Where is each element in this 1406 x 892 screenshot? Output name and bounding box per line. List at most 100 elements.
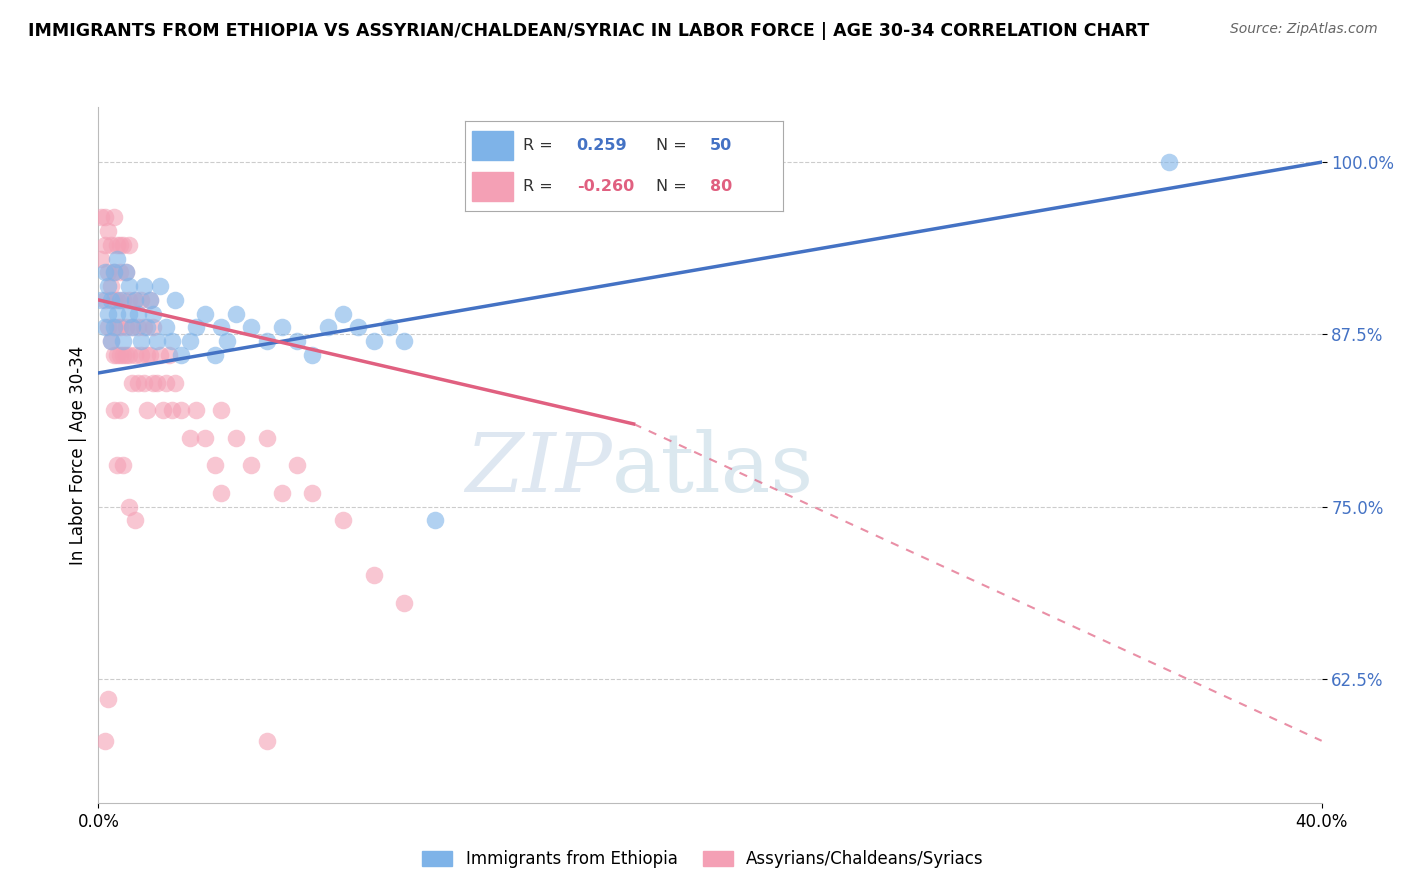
Point	[90, 211, 112, 225]
Point	[240, 458, 263, 473]
Point	[105, 293, 128, 307]
Point	[93, 265, 115, 279]
Point	[118, 293, 141, 307]
Point	[392, 334, 416, 349]
Point	[118, 279, 141, 293]
Point	[186, 403, 208, 417]
Point	[105, 237, 128, 252]
Point	[170, 403, 193, 417]
Point	[93, 733, 115, 747]
Point	[256, 431, 278, 445]
Point	[124, 513, 146, 527]
Point	[392, 596, 416, 610]
Point	[103, 403, 125, 417]
Point	[100, 279, 122, 293]
Point	[179, 334, 201, 349]
Legend: Immigrants from Ethiopia, Assyrians/Chaldeans/Syriacs: Immigrants from Ethiopia, Assyrians/Chal…	[416, 844, 990, 875]
Point	[301, 485, 323, 500]
Point	[240, 320, 263, 334]
Point	[142, 320, 165, 334]
Point	[136, 348, 159, 362]
Point	[142, 307, 165, 321]
Point	[108, 265, 131, 279]
Point	[363, 334, 385, 349]
Point	[103, 348, 125, 362]
Point	[93, 293, 115, 307]
Point	[129, 293, 152, 307]
Point	[111, 237, 134, 252]
Point	[136, 403, 159, 417]
Point	[121, 376, 143, 390]
Point	[170, 348, 193, 362]
Point	[160, 334, 183, 349]
Point	[108, 403, 131, 417]
Point	[111, 293, 134, 307]
Point	[285, 334, 308, 349]
Point	[129, 334, 152, 349]
Point	[115, 265, 138, 279]
Point	[301, 348, 323, 362]
Point	[186, 320, 208, 334]
Point	[93, 211, 115, 225]
Text: IMMIGRANTS FROM ETHIOPIA VS ASSYRIAN/CHALDEAN/SYRIAC IN LABOR FORCE | AGE 30-34 : IMMIGRANTS FROM ETHIOPIA VS ASSYRIAN/CHA…	[28, 22, 1149, 40]
Point	[115, 265, 138, 279]
Point	[134, 279, 156, 293]
Point	[127, 320, 149, 334]
Point	[93, 320, 115, 334]
Point	[129, 348, 152, 362]
Point	[121, 320, 143, 334]
Text: Source: ZipAtlas.com: Source: ZipAtlas.com	[1230, 22, 1378, 37]
Point	[90, 293, 112, 307]
Point	[105, 307, 128, 321]
Point	[97, 279, 120, 293]
Point	[316, 320, 339, 334]
Point	[103, 265, 125, 279]
Point	[160, 403, 183, 417]
Point	[97, 224, 120, 238]
Point	[115, 348, 138, 362]
Point	[105, 458, 128, 473]
Point	[115, 320, 138, 334]
Point	[155, 320, 177, 334]
Point	[97, 692, 120, 706]
Point	[155, 376, 177, 390]
Point	[1157, 155, 1180, 169]
Point	[97, 307, 120, 321]
Point	[118, 237, 141, 252]
Point	[108, 348, 131, 362]
Point	[90, 252, 112, 266]
Point	[256, 334, 278, 349]
Point	[256, 733, 278, 747]
Point	[285, 458, 308, 473]
Point	[149, 348, 172, 362]
Point	[194, 307, 217, 321]
Point	[136, 320, 159, 334]
Point	[100, 293, 122, 307]
Point	[149, 279, 172, 293]
Point	[163, 376, 186, 390]
Point	[118, 500, 141, 514]
Point	[108, 320, 131, 334]
Point	[93, 237, 115, 252]
Text: ZIP: ZIP	[465, 429, 612, 508]
Point	[332, 307, 354, 321]
Point	[225, 307, 247, 321]
Point	[363, 568, 385, 582]
Point	[118, 307, 141, 321]
Point	[215, 334, 238, 349]
Point	[332, 513, 354, 527]
Point	[139, 293, 162, 307]
Point	[103, 293, 125, 307]
Point	[105, 252, 128, 266]
Point	[423, 513, 446, 527]
Point	[100, 237, 122, 252]
Point	[134, 320, 156, 334]
Point	[108, 237, 131, 252]
Point	[100, 334, 122, 349]
Point	[105, 320, 128, 334]
Point	[204, 458, 226, 473]
Point	[139, 293, 162, 307]
Point	[124, 348, 146, 362]
Point	[127, 307, 149, 321]
Point	[270, 485, 292, 500]
